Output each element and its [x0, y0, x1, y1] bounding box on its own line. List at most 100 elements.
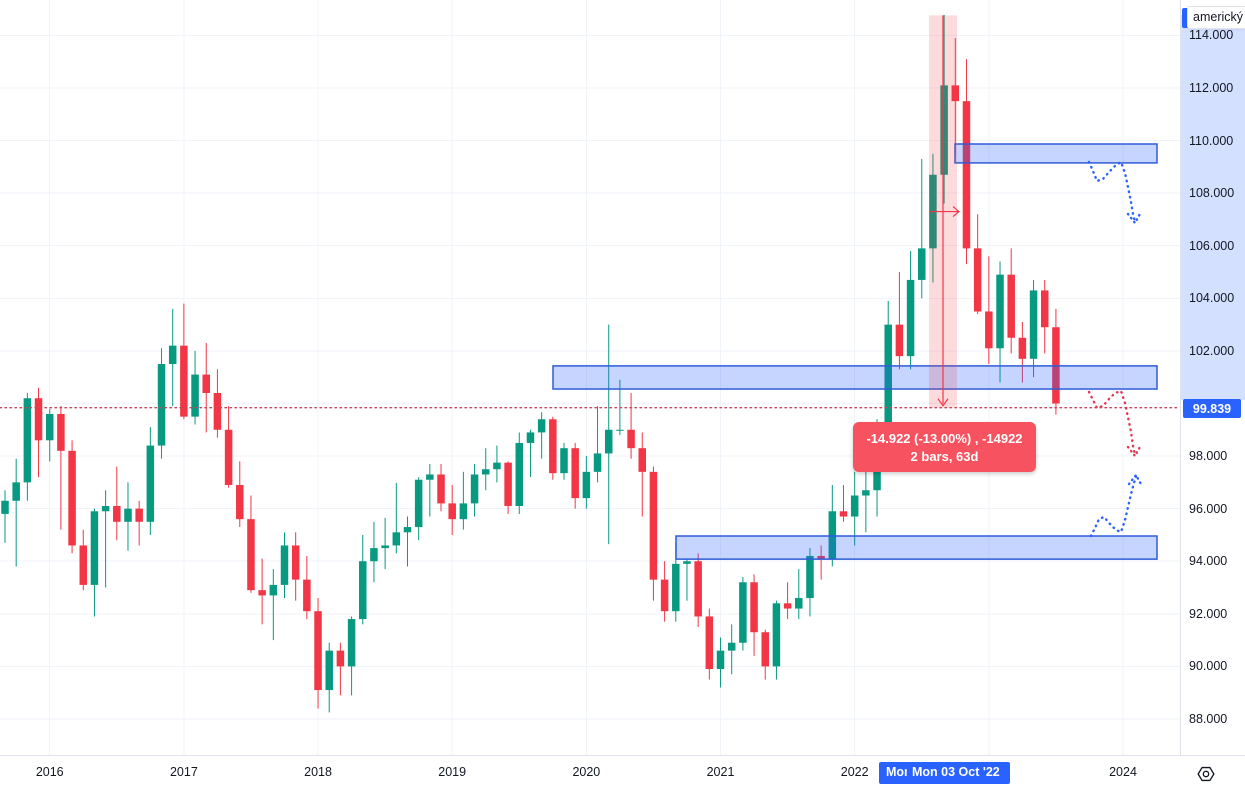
candle-body	[638, 448, 647, 472]
time-tick-label: 2020	[572, 765, 601, 779]
projection-arrow-lower[interactable]	[1089, 474, 1138, 538]
zone-upper[interactable]	[954, 143, 1158, 164]
candle-body	[817, 555, 825, 559]
price-tick-label: 98.000	[1189, 449, 1228, 464]
candle-body	[806, 555, 814, 599]
zone-lower[interactable]	[675, 535, 1158, 560]
candle-body	[291, 545, 300, 580]
measure-change-text: -14.922 (-13.00%) , -14922	[866, 430, 1023, 446]
candle-body	[906, 279, 915, 357]
candle-body	[772, 603, 781, 667]
candle-body	[336, 650, 345, 667]
candle-body	[303, 579, 311, 612]
time-axis[interactable]: 2016 2017 2018 2019 2020 2021 2022 2024 Mon Mon…	[0, 755, 1245, 793]
candle-body	[783, 603, 792, 609]
price-axis-measure-highlight	[1181, 15, 1245, 400]
price-tick-label: 92.000	[1189, 606, 1228, 621]
candle-body	[79, 545, 88, 585]
candle-body	[526, 432, 535, 443]
measure-down-arrowhead	[937, 398, 949, 407]
candle-body	[582, 471, 591, 499]
candle-body	[347, 619, 356, 667]
candle-body	[392, 532, 401, 546]
price-tick-label: 96.000	[1189, 501, 1228, 516]
settings-gear-icon[interactable]	[1195, 763, 1217, 785]
candle-body	[850, 495, 859, 517]
candle-body	[672, 563, 680, 612]
candle-body	[973, 248, 982, 312]
price-axis[interactable]: 114.000 112.000 110.000 108.000 106.000 104.0…	[1180, 0, 1245, 755]
candle-body	[381, 545, 389, 549]
candle-body	[683, 561, 691, 564]
candle-body	[828, 511, 837, 559]
crosshair-date-text: Mon 03 Oct '22	[912, 765, 1000, 779]
candle-body	[1029, 290, 1038, 359]
candle-body	[862, 490, 870, 496]
candle-body	[269, 584, 278, 596]
candle-body	[694, 561, 702, 617]
candle-body	[90, 511, 99, 585]
candle-body	[124, 508, 132, 522]
candle-body	[437, 474, 445, 504]
candle-body	[314, 611, 322, 691]
candle-body	[57, 414, 65, 451]
candle-body	[448, 503, 456, 520]
candle-body	[224, 429, 233, 485]
price-tick-label: 114.000	[1189, 28, 1234, 43]
candle-body	[1007, 274, 1015, 338]
candle-body	[403, 527, 412, 533]
candle-body	[459, 503, 468, 520]
candle-body	[157, 364, 166, 446]
candle-body	[1, 500, 9, 514]
candle-body	[593, 453, 602, 472]
candle-body	[202, 374, 210, 393]
price-tick-label: 102.000	[1189, 343, 1235, 358]
zone-middle[interactable]	[552, 365, 1158, 390]
candle-body	[258, 590, 266, 596]
time-tick-label: 2019	[438, 765, 467, 779]
projection-arrow-lower-head	[1127, 472, 1144, 488]
candle-body	[918, 248, 926, 280]
candle-body	[135, 508, 143, 522]
projection-arrow-middle[interactable]	[1087, 389, 1137, 457]
time-tick-label: 2017	[169, 765, 198, 779]
price-tick-label: 112.000	[1189, 80, 1234, 95]
price-tick-label: 110.000	[1189, 133, 1234, 148]
candle-body	[45, 414, 54, 441]
price-tick-label: 108.000	[1189, 186, 1235, 201]
measure-right-arrowhead	[952, 206, 960, 218]
candle-body	[470, 474, 479, 504]
candle-body	[280, 545, 289, 585]
candle-body	[213, 392, 222, 430]
candle-body	[180, 345, 188, 417]
price-tick-label: 90.000	[1189, 659, 1228, 674]
time-tick-label: 2024	[1109, 765, 1137, 779]
candle-body	[549, 419, 557, 474]
candle-body	[1018, 337, 1027, 359]
candle-body	[616, 429, 624, 431]
crosshair-date-label: Mon Mon 03 Oct '22	[879, 762, 1010, 784]
candle-body	[795, 598, 803, 609]
candle-body	[727, 642, 736, 651]
candle-body	[705, 616, 714, 670]
candle-body	[236, 484, 244, 520]
candle-body	[660, 579, 669, 612]
symbol-label[interactable]: americký	[1188, 7, 1245, 28]
candle-body	[627, 429, 635, 449]
candle-body	[940, 85, 948, 175]
candle-body	[191, 374, 199, 417]
candle-body	[414, 479, 423, 528]
time-tick-label: 2022	[840, 765, 869, 779]
measure-tooltip: -14.922 (-13.00%) , -14922 2 bars, 63d	[853, 422, 1036, 472]
candle-body	[34, 398, 43, 441]
candle-body	[962, 101, 971, 249]
candle-body	[571, 448, 579, 499]
crosshair-price-label: 99.839	[1183, 399, 1241, 418]
candle-body	[951, 85, 960, 102]
candle-body	[750, 582, 758, 633]
candle-body	[996, 274, 1004, 349]
candle-body	[515, 442, 524, 507]
candle-body	[895, 324, 904, 357]
